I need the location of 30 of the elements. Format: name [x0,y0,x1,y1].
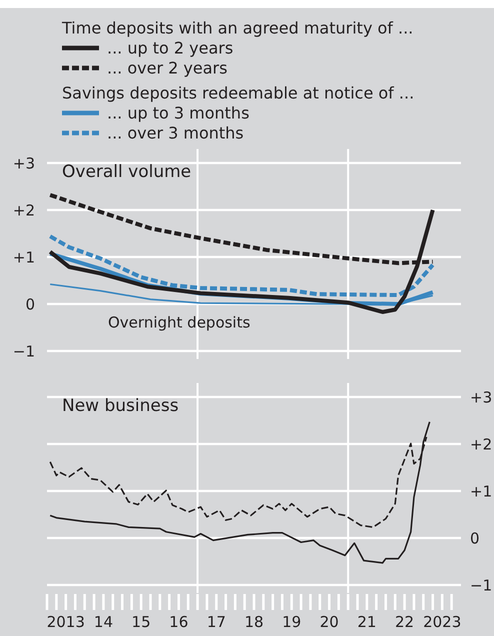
legend-label: ... up to 3 months [107,104,250,123]
x-tick-label: 20 [320,613,339,631]
legend-label: ... over 2 years [107,58,228,78]
y2-tick-label: −1 [470,576,492,594]
legend-label: ... over 3 months [107,124,244,143]
chart-title: New business [62,396,179,416]
legend-label: ... up to 2 years [107,38,234,58]
chart-title: Overall volume [62,162,192,182]
x-tick-label: 2023 [423,613,462,631]
x-tick-label: 17 [206,613,226,631]
y-tick-label: 0 [25,295,35,314]
y-tick-label: +1 [12,248,35,266]
x-tick-label: 14 [94,613,113,631]
x-tick-label: 18 [244,613,264,631]
y-tick-label: +2 [12,201,35,220]
x-tick-label: 19 [282,613,302,631]
annotation: Overnight deposits [108,313,250,332]
y2-tick-label: +2 [470,435,492,454]
text: Savings deposits redeemable at notice of ... [62,84,414,103]
x-tick-label: 21 [357,613,376,631]
y2-tick-label: +1 [470,482,492,500]
y-tick-label: −1 [12,342,35,360]
y-tick-label: +3 [12,154,35,172]
y2-tick-label: 0 [470,529,480,548]
y2-tick-label: +3 [470,388,492,406]
x-tick-label: 22 [395,613,414,631]
text: Time deposits with an agreed maturity of ... [61,18,414,38]
x-tick-label: 16 [169,613,188,631]
x-tick-label: 2013 [46,613,85,631]
x-tick-label: 15 [132,613,151,631]
